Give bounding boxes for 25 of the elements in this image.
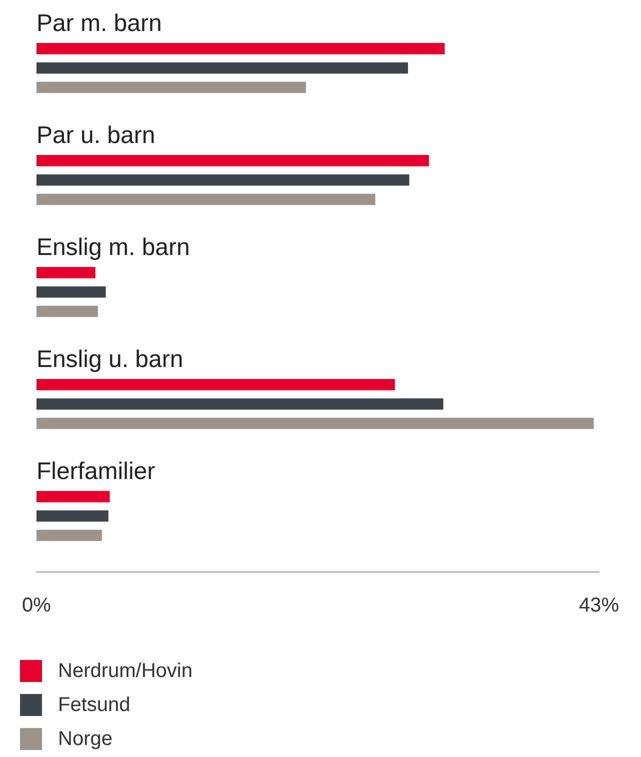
y-tick-label: Par u. barn: [36, 122, 156, 149]
y-tick-label: Par m. barn: [36, 10, 162, 37]
bar: [36, 82, 306, 94]
bar: [36, 530, 102, 542]
y-tick-label: Enslig u. barn: [36, 346, 184, 373]
bar: [36, 194, 376, 206]
bar: [36, 378, 395, 390]
legend-label: Norge: [58, 728, 112, 750]
y-tick-label: Enslig m. barn: [36, 234, 190, 261]
bar: [36, 154, 429, 166]
bar: [36, 306, 98, 318]
bar: [36, 398, 444, 410]
legend-label: Fetsund: [58, 694, 130, 716]
y-tick-label: Flerfamilier: [36, 458, 156, 485]
x-tick-label: 43%: [578, 594, 620, 617]
bar: [36, 174, 410, 186]
bar: [36, 266, 96, 278]
bar: [36, 286, 106, 298]
bar: [36, 42, 445, 54]
bar: [36, 510, 108, 522]
legend-label: Nerdrum/Hovin: [58, 660, 192, 682]
x-tick-label: 0%: [22, 594, 52, 617]
bar: [36, 62, 408, 74]
bar: [36, 418, 594, 430]
bar: [36, 490, 110, 502]
